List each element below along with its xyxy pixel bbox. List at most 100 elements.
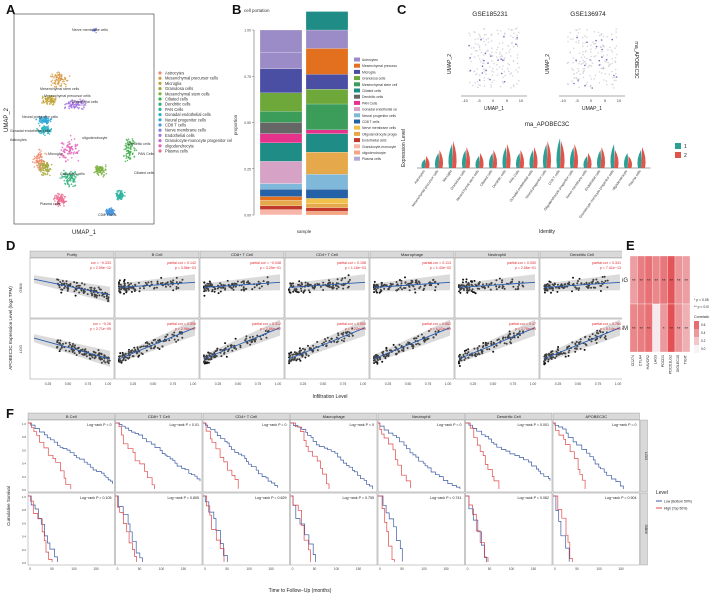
significance-mark: ** — [632, 278, 636, 283]
umap-point — [60, 149, 63, 151]
x-tick: 0 — [467, 567, 469, 571]
feature-point — [495, 56, 498, 58]
umap-point — [71, 103, 74, 105]
scatter-point — [296, 358, 299, 361]
scatter-point — [88, 357, 91, 360]
feature-point — [482, 62, 484, 64]
scatter-point — [311, 286, 314, 289]
feature-point — [498, 42, 501, 45]
feature-point — [518, 66, 520, 69]
umap-point — [68, 140, 71, 143]
scatter-point — [290, 358, 293, 361]
feature-point — [579, 60, 581, 63]
y-tick: 0.0 — [22, 561, 27, 565]
facet-strip-label: APOBEC3C — [585, 414, 607, 419]
umap-point — [53, 77, 55, 79]
bar-y-tick: 0.25 — [244, 167, 251, 171]
confidence-band — [289, 319, 365, 363]
scatter-point — [465, 278, 468, 281]
umap-point — [55, 194, 58, 197]
scatter-point — [138, 290, 141, 293]
umap-point — [61, 154, 63, 157]
scatter-point — [544, 289, 546, 292]
scatter-point — [100, 353, 103, 356]
umap-point — [125, 154, 127, 157]
facet-row-label: GBM — [644, 524, 649, 533]
correlation-label: partial.cor = 0.662 — [422, 322, 451, 326]
y-tick: 0.6 — [22, 521, 27, 525]
heatmap-col-label: TIGIT — [683, 354, 687, 364]
correlation-label: p = 3.25e−01 — [260, 266, 281, 270]
scatter-point — [417, 342, 419, 345]
scatter-point — [118, 290, 121, 293]
panel-letter-d: D — [6, 238, 16, 253]
scatter-point — [213, 351, 216, 354]
scatter-point — [465, 280, 468, 283]
x-tick: 0.25 — [385, 382, 392, 386]
x-tick: 0.25 — [45, 382, 52, 386]
scatter-point — [407, 282, 410, 285]
correlation-label: p = 2.96e−47 — [175, 327, 196, 331]
scatter-point — [571, 290, 573, 293]
scatter-point — [577, 288, 580, 291]
bar-segment — [259, 183, 303, 190]
scatter-point — [288, 354, 291, 357]
umap-point — [40, 132, 43, 134]
scatter-point — [567, 354, 570, 357]
feature-point — [487, 50, 489, 52]
scatter-point — [127, 357, 130, 360]
bar-segment — [259, 52, 303, 69]
scatter-point — [81, 353, 84, 356]
scatter-point — [594, 286, 597, 289]
legend-label: Endothelial cells — [165, 133, 195, 138]
umap-point — [46, 98, 49, 101]
scatter-point — [592, 278, 595, 281]
legend-swatch — [354, 63, 360, 68]
y-tick: 0.4 — [22, 462, 27, 466]
umap-point — [103, 171, 105, 173]
scatter-point — [207, 288, 210, 290]
scatter-points — [288, 327, 354, 365]
umap-point — [80, 101, 82, 103]
scatter-point — [122, 353, 125, 356]
feature-point — [491, 47, 493, 49]
scatter-point — [156, 280, 159, 283]
scatter-point — [142, 345, 145, 348]
umap-point — [72, 181, 75, 183]
scatter-point — [403, 287, 405, 289]
feature-point — [614, 68, 617, 71]
scatter-point — [94, 356, 97, 359]
umap-point — [44, 95, 47, 98]
scatter-point — [56, 278, 59, 281]
scatter-point — [458, 362, 460, 365]
scatter-point — [596, 331, 598, 334]
log-rank-label: Log−rank P = 0 — [87, 423, 112, 427]
umap-point — [64, 183, 67, 185]
umap-point — [66, 149, 69, 152]
scatter-point — [588, 335, 591, 338]
umap-cluster-label: Plasma cells — [40, 202, 60, 206]
umap-point — [54, 196, 56, 199]
scatter-point — [126, 281, 129, 284]
feature-point — [492, 67, 494, 70]
umap-point — [63, 195, 66, 198]
scatter-point — [230, 286, 233, 289]
feature-point — [470, 47, 473, 49]
umap-point — [57, 74, 60, 76]
scatter-point — [478, 353, 481, 356]
scatter-point — [301, 283, 304, 286]
scatter-point — [379, 288, 382, 291]
scatter-point — [62, 342, 64, 345]
feature-point — [516, 62, 519, 65]
km-facet — [552, 419, 640, 493]
umap-point — [72, 175, 74, 177]
scatter-point — [152, 339, 155, 342]
violin-shape — [421, 159, 426, 168]
scatter-point — [176, 335, 179, 338]
umap-cluster — [38, 160, 53, 177]
correlation-label: p = 7.41e−13 — [600, 266, 621, 270]
scatter-point — [485, 283, 488, 285]
umap-point — [110, 208, 113, 211]
significance-mark: ** — [639, 326, 643, 331]
umap-point — [58, 72, 61, 74]
